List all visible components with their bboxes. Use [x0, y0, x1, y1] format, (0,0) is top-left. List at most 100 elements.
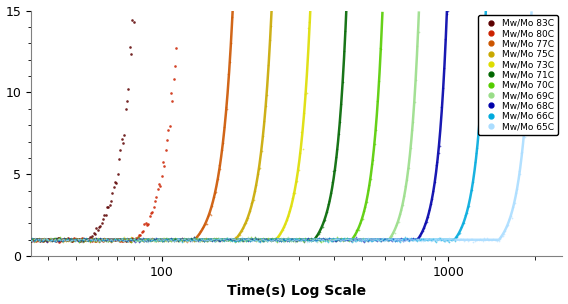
Point — [36, 237, 45, 242]
Point — [120, 236, 129, 241]
Point — [233, 233, 242, 238]
Point — [260, 237, 269, 242]
Point — [449, 237, 458, 242]
Point — [398, 237, 407, 242]
Point — [190, 238, 199, 243]
Point — [85, 239, 94, 244]
Point — [181, 237, 190, 242]
Point — [301, 236, 310, 241]
Point — [222, 236, 231, 241]
Point — [43, 237, 52, 242]
Point — [31, 237, 40, 242]
Point — [244, 237, 253, 242]
Point — [201, 238, 210, 243]
Point — [129, 238, 138, 243]
Point — [216, 237, 225, 242]
Point — [121, 238, 130, 243]
Point — [282, 237, 291, 242]
Point — [141, 238, 150, 243]
Point — [107, 237, 116, 242]
Point — [218, 237, 227, 242]
Point — [116, 236, 125, 241]
Point — [330, 238, 339, 243]
Point — [59, 240, 68, 244]
Point — [278, 237, 287, 241]
Point — [30, 238, 39, 243]
Point — [425, 208, 434, 212]
Point — [74, 239, 83, 244]
Point — [43, 237, 52, 242]
Point — [208, 237, 217, 242]
Point — [218, 238, 227, 243]
Point — [334, 238, 343, 243]
Point — [127, 236, 136, 240]
Point — [176, 237, 185, 242]
Point — [183, 236, 193, 240]
Point — [239, 237, 248, 242]
Point — [269, 237, 278, 242]
Point — [285, 238, 294, 243]
Point — [172, 237, 181, 242]
Point — [141, 237, 150, 241]
Point — [316, 239, 325, 244]
Point — [305, 238, 314, 243]
Point — [78, 237, 87, 241]
Point — [429, 236, 438, 241]
Point — [282, 237, 291, 241]
Point — [264, 63, 273, 67]
Point — [398, 238, 407, 243]
Point — [66, 237, 76, 242]
Point — [173, 238, 182, 243]
Point — [120, 238, 129, 243]
Point — [144, 237, 153, 241]
Point — [201, 221, 210, 226]
Point — [137, 238, 146, 243]
Point — [196, 238, 205, 243]
Point — [105, 237, 114, 242]
Point — [45, 237, 55, 242]
Point — [362, 238, 371, 243]
Point — [139, 237, 148, 242]
Point — [70, 237, 80, 242]
Point — [39, 238, 48, 243]
Point — [84, 237, 93, 242]
Point — [301, 237, 310, 242]
Point — [193, 238, 202, 243]
Point — [176, 237, 185, 242]
Point — [358, 237, 367, 242]
Point — [96, 237, 105, 242]
Point — [322, 237, 331, 242]
Point — [132, 238, 141, 243]
Point — [360, 237, 369, 242]
Point — [162, 238, 172, 243]
Point — [425, 237, 434, 242]
Point — [446, 237, 455, 242]
Point — [108, 237, 117, 242]
Point — [170, 237, 179, 242]
Point — [366, 177, 375, 181]
Point — [236, 237, 245, 242]
Point — [317, 225, 326, 230]
Point — [162, 238, 172, 243]
Point — [399, 194, 408, 199]
Point — [216, 237, 225, 242]
Point — [373, 98, 382, 103]
Point — [32, 238, 41, 243]
Point — [256, 239, 265, 244]
Point — [148, 209, 157, 214]
Point — [181, 237, 190, 242]
Point — [156, 236, 165, 241]
Point — [236, 238, 245, 243]
Point — [151, 236, 160, 241]
Point — [133, 237, 142, 242]
Point — [27, 237, 36, 242]
Point — [329, 236, 338, 240]
Point — [124, 237, 133, 241]
Point — [273, 235, 282, 240]
Point — [250, 237, 260, 242]
Point — [145, 237, 154, 242]
Point — [362, 238, 371, 243]
Point — [293, 238, 302, 243]
Point — [239, 237, 248, 242]
Point — [401, 235, 410, 240]
